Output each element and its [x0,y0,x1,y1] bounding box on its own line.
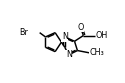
Text: N: N [66,50,72,59]
Text: Br: Br [20,28,29,37]
Text: N: N [62,32,68,41]
Text: O: O [77,23,84,32]
Text: OH: OH [95,31,107,40]
Text: CH₃: CH₃ [89,48,104,57]
